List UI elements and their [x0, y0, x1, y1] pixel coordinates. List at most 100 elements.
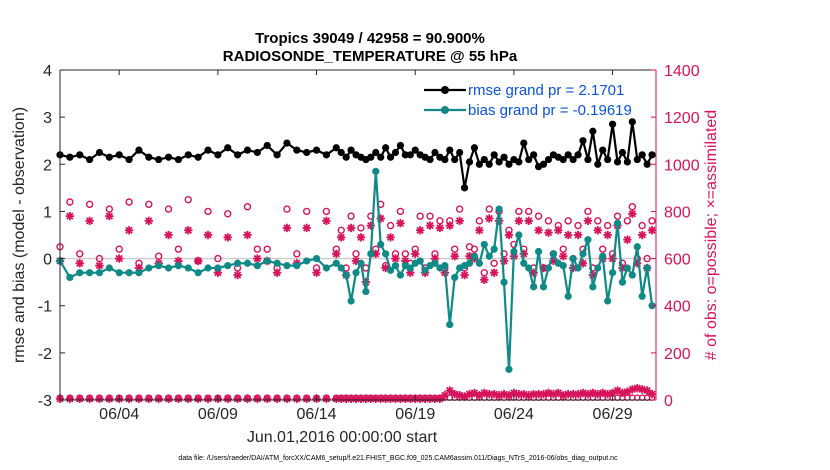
rmse-point: [145, 153, 153, 161]
obs-assimilated-marker: [223, 233, 232, 242]
obs-assimilated-marker: [563, 230, 573, 240]
obs-assimilated-marker: [554, 226, 563, 235]
rmse-point: [95, 148, 104, 157]
obs-assimilated-marker: [253, 254, 262, 263]
obs-assimilated-marker: [272, 268, 282, 277]
obs-assimilated-marker: [95, 261, 104, 270]
chart-title: Tropics 39049 / 42958 = 90.900%: [255, 30, 485, 47]
obs-assimilated-marker: [460, 270, 469, 280]
bias-point: [312, 254, 321, 263]
obs-assimilated-bottom-marker: [243, 394, 252, 404]
obs-possible-marker: [396, 207, 405, 216]
rmse-point: [495, 158, 503, 166]
bias-point: [604, 297, 612, 305]
obs-assimilated-bottom-marker: [105, 394, 114, 404]
bias-point: [362, 287, 370, 296]
rmse-point: [66, 153, 74, 161]
rmse-point: [214, 151, 222, 159]
bias-point: [352, 269, 360, 277]
obs-assimilated-bottom-marker: [95, 394, 104, 404]
obs-assimilated-marker: [425, 221, 435, 230]
x-tick-label: 06/04: [99, 406, 139, 423]
obs-assimilated-marker: [85, 216, 94, 226]
x-axis-label: Jun.01,2016 00:00:00 start: [247, 429, 438, 446]
bias-point: [559, 262, 567, 270]
bias-point: [86, 269, 94, 277]
bias-point: [500, 278, 508, 286]
bias-point: [263, 257, 271, 265]
obs-assimilated-marker: [346, 223, 356, 233]
obs-assimilated-bottom-marker: [144, 394, 154, 404]
obs-assimilated-marker: [534, 226, 543, 235]
y2-tick-label: 1200: [664, 110, 700, 127]
bias-point: [544, 264, 553, 272]
y-tick-label: -1: [38, 299, 52, 316]
bias-point: [599, 252, 607, 260]
bias-point: [293, 262, 301, 270]
y-tick-label: -2: [38, 346, 52, 363]
rmse-point: [155, 155, 163, 164]
rmse-point: [628, 118, 636, 126]
rmse-point: [648, 151, 656, 159]
rmse-point: [411, 146, 419, 154]
obs-assimilated-marker: [504, 230, 514, 240]
bias-point: [367, 250, 375, 258]
rmse-point: [382, 144, 390, 152]
rmse-point: [273, 151, 281, 159]
obs-assimilated-marker: [203, 230, 213, 240]
obs-assimilated-marker: [312, 268, 321, 277]
obs-possible-marker: [347, 212, 355, 220]
rmse-point: [460, 184, 469, 192]
bias-series: [56, 167, 656, 373]
y2-tick-label: 800: [664, 204, 691, 221]
bias-point: [623, 264, 631, 272]
bias-point: [322, 264, 331, 272]
obs-assimilated-bottom-marker: [445, 386, 454, 395]
obs-assimilated-marker: [411, 249, 420, 259]
rmse-point: [401, 151, 409, 159]
bias-point: [579, 250, 587, 258]
rmse-point: [520, 139, 528, 147]
obs-possible-marker: [584, 207, 592, 216]
obs-assimilated-bottom-marker: [322, 394, 331, 404]
obs-assimilated-marker: [608, 254, 617, 263]
rmse-point: [608, 120, 617, 128]
y-tick-label: 1: [43, 204, 52, 221]
obs-possible-marker: [204, 207, 212, 216]
obs-assimilated-marker: [332, 249, 341, 259]
obs-possible-marker: [574, 221, 582, 230]
bias-point: [539, 283, 548, 291]
y-axis-label: rmse and bias (model - observation): [11, 107, 28, 363]
obs-assimilated-marker: [65, 211, 75, 221]
obs-assimilated-bottom-marker: [455, 391, 464, 400]
bias-point: [342, 271, 350, 279]
obs-possible-marker: [293, 250, 301, 258]
x-tick-label: 06/09: [198, 406, 238, 423]
bias-point: [377, 240, 385, 249]
rmse-point: [174, 155, 183, 164]
rmse-point: [396, 141, 405, 150]
rmse-point: [194, 153, 202, 161]
bias-point: [480, 240, 488, 249]
bias-point: [569, 254, 577, 263]
obs-possible-marker: [164, 205, 173, 213]
bias-point: [633, 243, 641, 251]
bias-point: [347, 297, 355, 305]
rmse-point: [76, 151, 84, 159]
obs-assimilated-bottom-marker: [174, 394, 183, 404]
bias-point: [441, 262, 449, 270]
bias-point: [589, 283, 597, 291]
rmse-point: [564, 151, 572, 159]
obs-possible-marker: [263, 245, 271, 253]
rmse-point: [530, 151, 538, 159]
obs-assimilated-marker: [233, 270, 242, 280]
bias-point: [332, 259, 340, 267]
obs-possible-marker: [623, 217, 632, 225]
obs-assimilated-marker: [450, 252, 459, 261]
bias-point: [515, 231, 523, 239]
rmse-point: [643, 160, 651, 168]
rmse-point: [224, 144, 232, 152]
bias-point: [485, 252, 493, 260]
obs-possible-marker: [357, 224, 365, 232]
obs-possible-marker: [125, 198, 133, 206]
